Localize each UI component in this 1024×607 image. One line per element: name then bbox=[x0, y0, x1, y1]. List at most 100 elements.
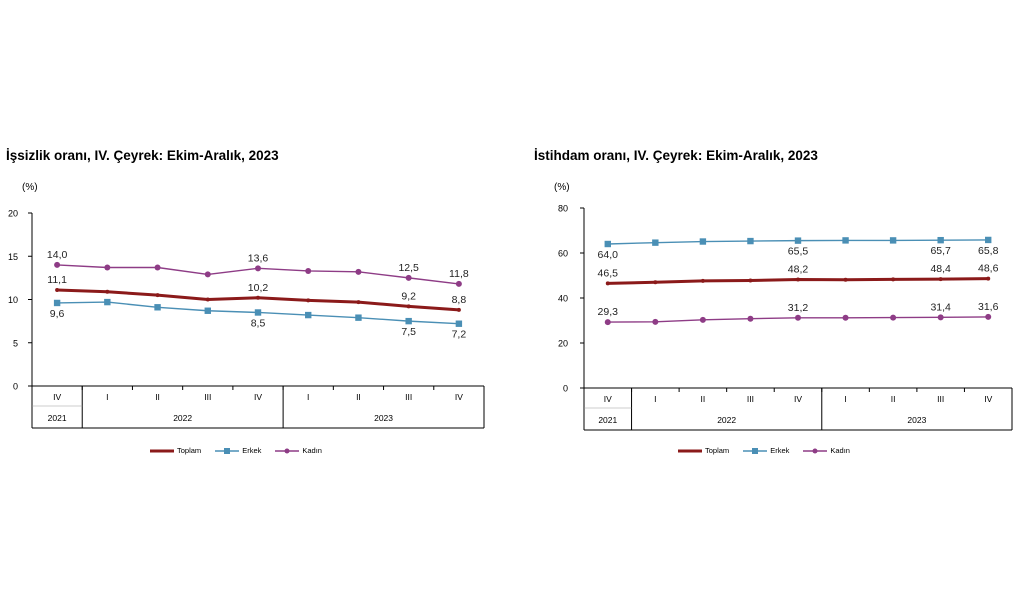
data-point bbox=[700, 278, 705, 283]
legend-item-erkek: Erkek bbox=[743, 446, 789, 455]
data-label: 65,7 bbox=[930, 245, 951, 257]
legend-label-erkek: Erkek bbox=[770, 446, 790, 455]
data-point bbox=[699, 238, 707, 245]
y-tick-label: 20 bbox=[8, 209, 18, 219]
data-label: 31,4 bbox=[930, 301, 951, 313]
data-point bbox=[355, 314, 362, 321]
data-point bbox=[747, 237, 754, 245]
data-label: 10,2 bbox=[248, 282, 269, 294]
x-tick-label-quarter: III bbox=[747, 394, 754, 404]
y-tick-label: 20 bbox=[558, 339, 568, 349]
data-point bbox=[406, 304, 411, 309]
y-tick-label: 15 bbox=[8, 252, 18, 262]
employment-chart-panel: İstihdam oranı, IV. Çeyrek: Ekim-Aralık,… bbox=[528, 140, 1018, 470]
x-tick-label-quarter: I bbox=[307, 392, 309, 402]
x-tick-label-quarter: II bbox=[356, 392, 361, 402]
data-point bbox=[256, 295, 260, 300]
x-tick-label-year: 2021 bbox=[598, 415, 617, 425]
data-point bbox=[105, 289, 110, 294]
data-point bbox=[205, 297, 210, 302]
legend-label-toplam: Toplam bbox=[177, 446, 202, 455]
legend-swatch-toplam bbox=[678, 449, 702, 452]
legend-item-erkek: Erkek bbox=[215, 446, 261, 455]
legend-item-kadin: Kadın bbox=[275, 446, 322, 455]
data-point bbox=[53, 299, 61, 307]
x-tick-label-year: 2022 bbox=[717, 415, 736, 425]
x-tick-label-quarter: III bbox=[204, 392, 211, 402]
x-tick-label-quarter: III bbox=[405, 392, 412, 402]
x-tick-label-year: 2021 bbox=[48, 413, 67, 423]
legend-swatch-kadin bbox=[275, 448, 300, 453]
x-tick-label-year: 2023 bbox=[374, 413, 393, 423]
data-point bbox=[890, 314, 897, 321]
data-point bbox=[652, 318, 659, 325]
x-tick-label-year: 2023 bbox=[907, 415, 926, 425]
data-point bbox=[104, 298, 111, 306]
data-label: 29,3 bbox=[598, 306, 619, 318]
legend-label-kadin: Kadın bbox=[830, 446, 850, 455]
x-tick-label-quarter: II bbox=[155, 392, 160, 402]
data-point bbox=[255, 265, 261, 272]
data-point bbox=[937, 236, 944, 244]
y-tick-label: 10 bbox=[8, 295, 18, 305]
data-point bbox=[356, 300, 361, 305]
x-tick-label-quarter: IV bbox=[254, 392, 262, 402]
data-point bbox=[937, 314, 944, 321]
data-point bbox=[747, 315, 754, 322]
data-point bbox=[986, 276, 991, 281]
x-tick-label-quarter: I bbox=[844, 394, 846, 404]
data-point bbox=[455, 280, 462, 287]
data-point bbox=[605, 281, 610, 286]
x-tick-label-quarter: IV bbox=[794, 394, 802, 404]
data-point bbox=[405, 317, 412, 325]
data-point bbox=[155, 293, 160, 298]
data-point bbox=[795, 314, 801, 321]
data-point bbox=[54, 261, 61, 268]
x-tick-label-quarter: I bbox=[106, 392, 108, 402]
data-point bbox=[985, 236, 992, 244]
data-point bbox=[405, 274, 412, 281]
x-tick-label-year: 2022 bbox=[173, 413, 192, 423]
x-tick-label-quarter: II bbox=[701, 394, 706, 404]
data-label: 11,8 bbox=[449, 268, 469, 280]
data-point bbox=[455, 320, 463, 327]
data-point bbox=[938, 277, 943, 282]
data-label: 46,5 bbox=[598, 267, 619, 279]
data-point bbox=[154, 304, 161, 311]
data-label: 12,5 bbox=[398, 262, 419, 274]
legend-swatch-erkek bbox=[743, 447, 768, 454]
unemployment-chart-title: İşsizlik oranı, IV. Çeyrek: Ekim-Aralık,… bbox=[6, 148, 279, 163]
data-point bbox=[985, 313, 992, 320]
data-point bbox=[305, 311, 312, 319]
data-label: 9,6 bbox=[50, 308, 65, 320]
data-label: 64,0 bbox=[598, 249, 619, 261]
legend-item-kadin: Kadın bbox=[803, 446, 850, 455]
data-point bbox=[154, 264, 161, 271]
data-point bbox=[699, 316, 706, 323]
y-tick-label: 5 bbox=[13, 338, 18, 348]
employment-y-unit: (%) bbox=[554, 182, 570, 193]
data-label: 8,8 bbox=[452, 294, 467, 306]
y-tick-label: 80 bbox=[558, 204, 568, 214]
x-tick-label-quarter: III bbox=[937, 394, 944, 404]
data-point bbox=[456, 307, 461, 312]
data-label: 31,6 bbox=[978, 301, 999, 313]
data-label: 65,8 bbox=[978, 245, 999, 257]
x-tick-label-quarter: I bbox=[654, 394, 656, 404]
data-point bbox=[604, 240, 611, 248]
x-tick-label-quarter: IV bbox=[53, 392, 61, 402]
legend-label-toplam: Toplam bbox=[705, 446, 730, 455]
data-label: 14,0 bbox=[47, 249, 68, 261]
legend-swatch-erkek bbox=[215, 447, 240, 454]
legend-swatch-kadin bbox=[803, 448, 828, 453]
data-point bbox=[843, 277, 848, 282]
data-point bbox=[891, 277, 896, 282]
data-point bbox=[305, 267, 312, 274]
data-point bbox=[794, 237, 802, 244]
unemployment-chart-panel: İşsizlik oranı, IV. Çeyrek: Ekim-Aralık,… bbox=[0, 140, 490, 470]
data-label: 31,2 bbox=[788, 302, 809, 314]
data-point bbox=[842, 314, 849, 321]
legend-item-toplam: Toplam bbox=[150, 446, 201, 455]
